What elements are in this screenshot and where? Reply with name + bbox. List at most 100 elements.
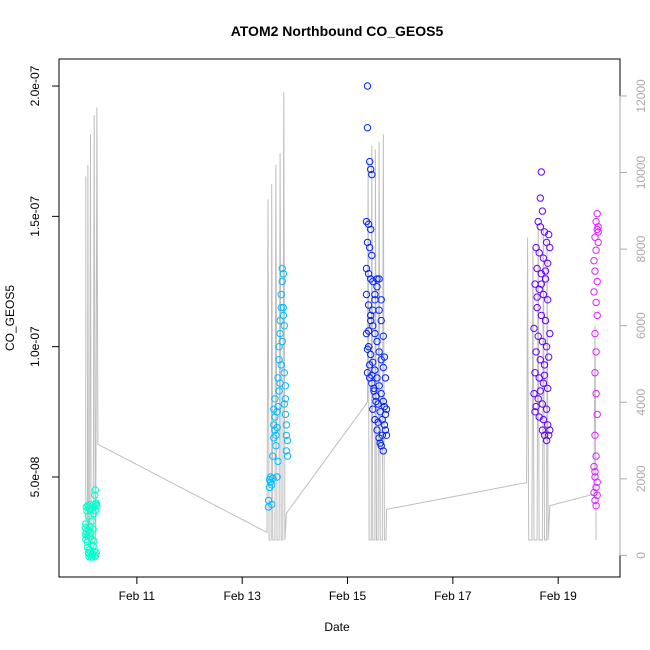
data-point	[276, 316, 284, 325]
data-point	[277, 361, 285, 369]
data-point	[367, 316, 375, 325]
data-point	[592, 298, 600, 307]
data-point	[545, 431, 553, 439]
data-point	[366, 361, 374, 369]
data-point	[542, 238, 551, 247]
data-point	[592, 502, 600, 510]
data-point	[276, 329, 284, 338]
data-point	[282, 431, 291, 439]
data-point	[278, 264, 286, 273]
data-point	[539, 290, 548, 299]
y-axis: 5.0e-08 1.0e-07 1.5e-07 2.0e-07	[28, 65, 60, 497]
data-point	[275, 387, 283, 395]
data-point	[90, 547, 98, 555]
data-point	[371, 329, 379, 338]
data-point	[540, 371, 549, 379]
data-point	[536, 194, 544, 202]
y2-tick-label: 0	[634, 552, 648, 559]
data-point	[91, 491, 99, 499]
y2-tick-label: 2000	[634, 465, 648, 492]
data-point	[283, 452, 292, 460]
y2-tick-label: 12000	[634, 79, 648, 113]
data-point	[368, 170, 376, 179]
data-point	[362, 290, 371, 299]
data-point	[544, 296, 552, 304]
y2-tick-label: 6000	[634, 312, 648, 339]
y2-tick-label: 8000	[634, 235, 648, 262]
data-point	[545, 230, 553, 239]
data-point	[593, 210, 601, 218]
data-point	[375, 275, 383, 283]
x-tick-label: Feb 11	[119, 589, 156, 603]
data-point	[382, 405, 391, 413]
data-point	[89, 525, 97, 533]
data-point	[373, 337, 381, 346]
data-point	[269, 474, 277, 482]
data-point	[375, 306, 383, 314]
data-point	[84, 526, 92, 535]
series-group	[530, 168, 554, 445]
data-point	[546, 426, 554, 434]
data-point	[542, 405, 551, 413]
data-point	[590, 488, 598, 497]
data-point	[538, 207, 547, 215]
altitude-layer	[85, 92, 597, 541]
data-point	[539, 415, 548, 424]
data-point	[590, 462, 598, 471]
data-point	[590, 288, 598, 296]
data-point	[533, 303, 541, 312]
data-point	[531, 408, 539, 416]
data-point	[279, 303, 287, 312]
y-tick-label: 1.5e-07	[28, 196, 42, 237]
y2-tick-label: 10000	[634, 156, 648, 190]
x-axis-label: Date	[324, 620, 350, 634]
data-point	[367, 350, 375, 359]
data-point	[535, 249, 543, 257]
data-point	[532, 402, 540, 411]
series-group	[264, 264, 292, 511]
data-point	[540, 361, 549, 369]
y-tick-label: 5.0e-08	[28, 456, 42, 497]
data-point	[278, 337, 286, 346]
data-point	[87, 541, 95, 549]
data-point	[91, 486, 100, 494]
data-point	[536, 356, 544, 364]
data-point	[370, 384, 378, 393]
data-point	[379, 447, 387, 455]
series-group	[81, 486, 101, 562]
x-tick-label: Feb 17	[434, 589, 472, 603]
data-point	[592, 452, 600, 460]
data-point	[89, 542, 97, 550]
data-point	[542, 343, 551, 351]
data-point	[278, 277, 286, 286]
data-point	[91, 552, 99, 561]
data-point	[546, 329, 554, 338]
data-point	[591, 496, 599, 505]
data-point	[366, 243, 374, 252]
data-point	[541, 275, 550, 283]
data-point	[594, 228, 602, 236]
data-point	[93, 502, 101, 510]
data-point	[541, 316, 550, 325]
data-point	[592, 246, 600, 254]
data-point	[545, 353, 553, 361]
data-point	[281, 395, 290, 403]
data-point	[281, 410, 290, 419]
data-point	[382, 431, 391, 439]
data-point	[591, 468, 599, 476]
chart-title: ATOM2 Northbound CO_GEOS5	[231, 23, 444, 39]
data-point	[373, 275, 381, 283]
data-point	[273, 473, 281, 481]
points-layer	[81, 82, 602, 562]
data-point	[590, 257, 598, 265]
data-point	[379, 363, 387, 372]
data-point	[269, 452, 277, 460]
data-point	[380, 353, 389, 361]
data-point	[272, 431, 280, 439]
data-point	[272, 442, 280, 450]
data-point	[88, 517, 96, 525]
data-point	[273, 423, 281, 432]
data-point	[92, 551, 100, 559]
data-point	[270, 405, 278, 413]
data-point	[536, 223, 544, 231]
